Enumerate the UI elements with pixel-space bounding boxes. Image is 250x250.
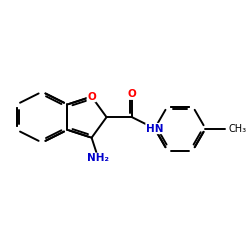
Text: CH₃: CH₃ — [228, 124, 246, 134]
Text: O: O — [87, 92, 96, 102]
Text: O: O — [128, 89, 136, 99]
Text: HN: HN — [146, 124, 164, 134]
Text: NH₂: NH₂ — [87, 153, 109, 163]
